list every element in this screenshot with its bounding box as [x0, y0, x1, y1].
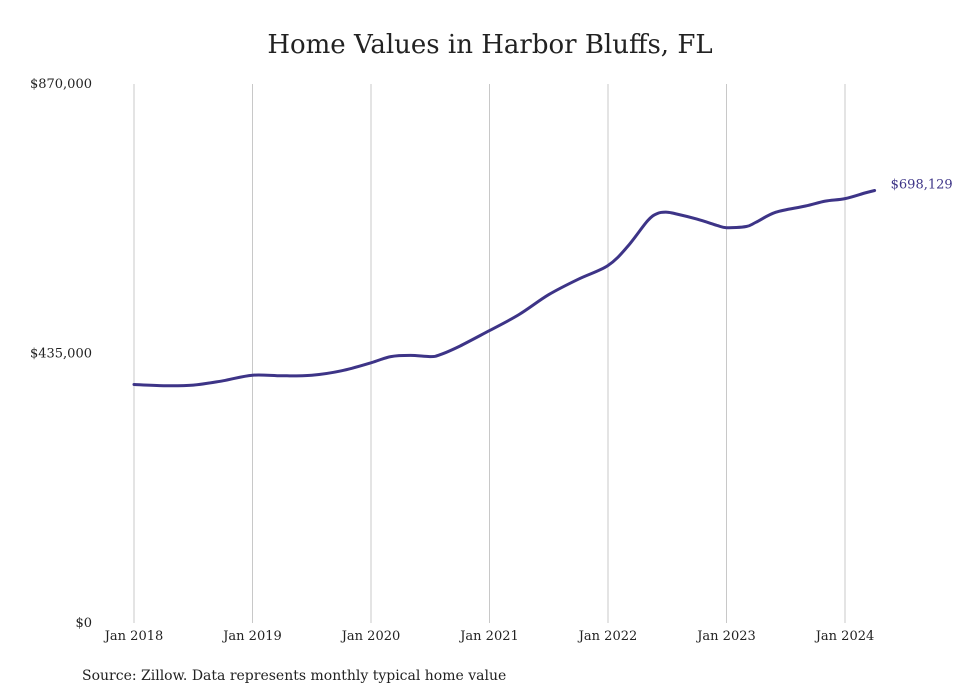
x-tick-label: Jan 2019: [221, 629, 282, 644]
x-tick-label: Jan 2023: [695, 629, 756, 644]
x-tick-label: Jan 2021: [458, 629, 519, 644]
source-note: Source: Zillow. Data represents monthly …: [82, 668, 507, 684]
series-line: [132, 189, 877, 388]
chart-title: Home Values in Harbor Bluffs, FL: [267, 30, 713, 60]
y-tick-label: $0: [75, 616, 92, 631]
x-tick-label: Jan 2024: [814, 629, 875, 644]
x-tick-label: Jan 2022: [577, 629, 638, 644]
y-tick-label: $435,000: [30, 347, 92, 362]
y-tick-label: $870,000: [30, 77, 92, 92]
last-value-label: $698,129: [891, 177, 953, 192]
x-tick-label: Jan 2020: [340, 629, 401, 644]
x-tick-label: Jan 2018: [103, 629, 164, 644]
